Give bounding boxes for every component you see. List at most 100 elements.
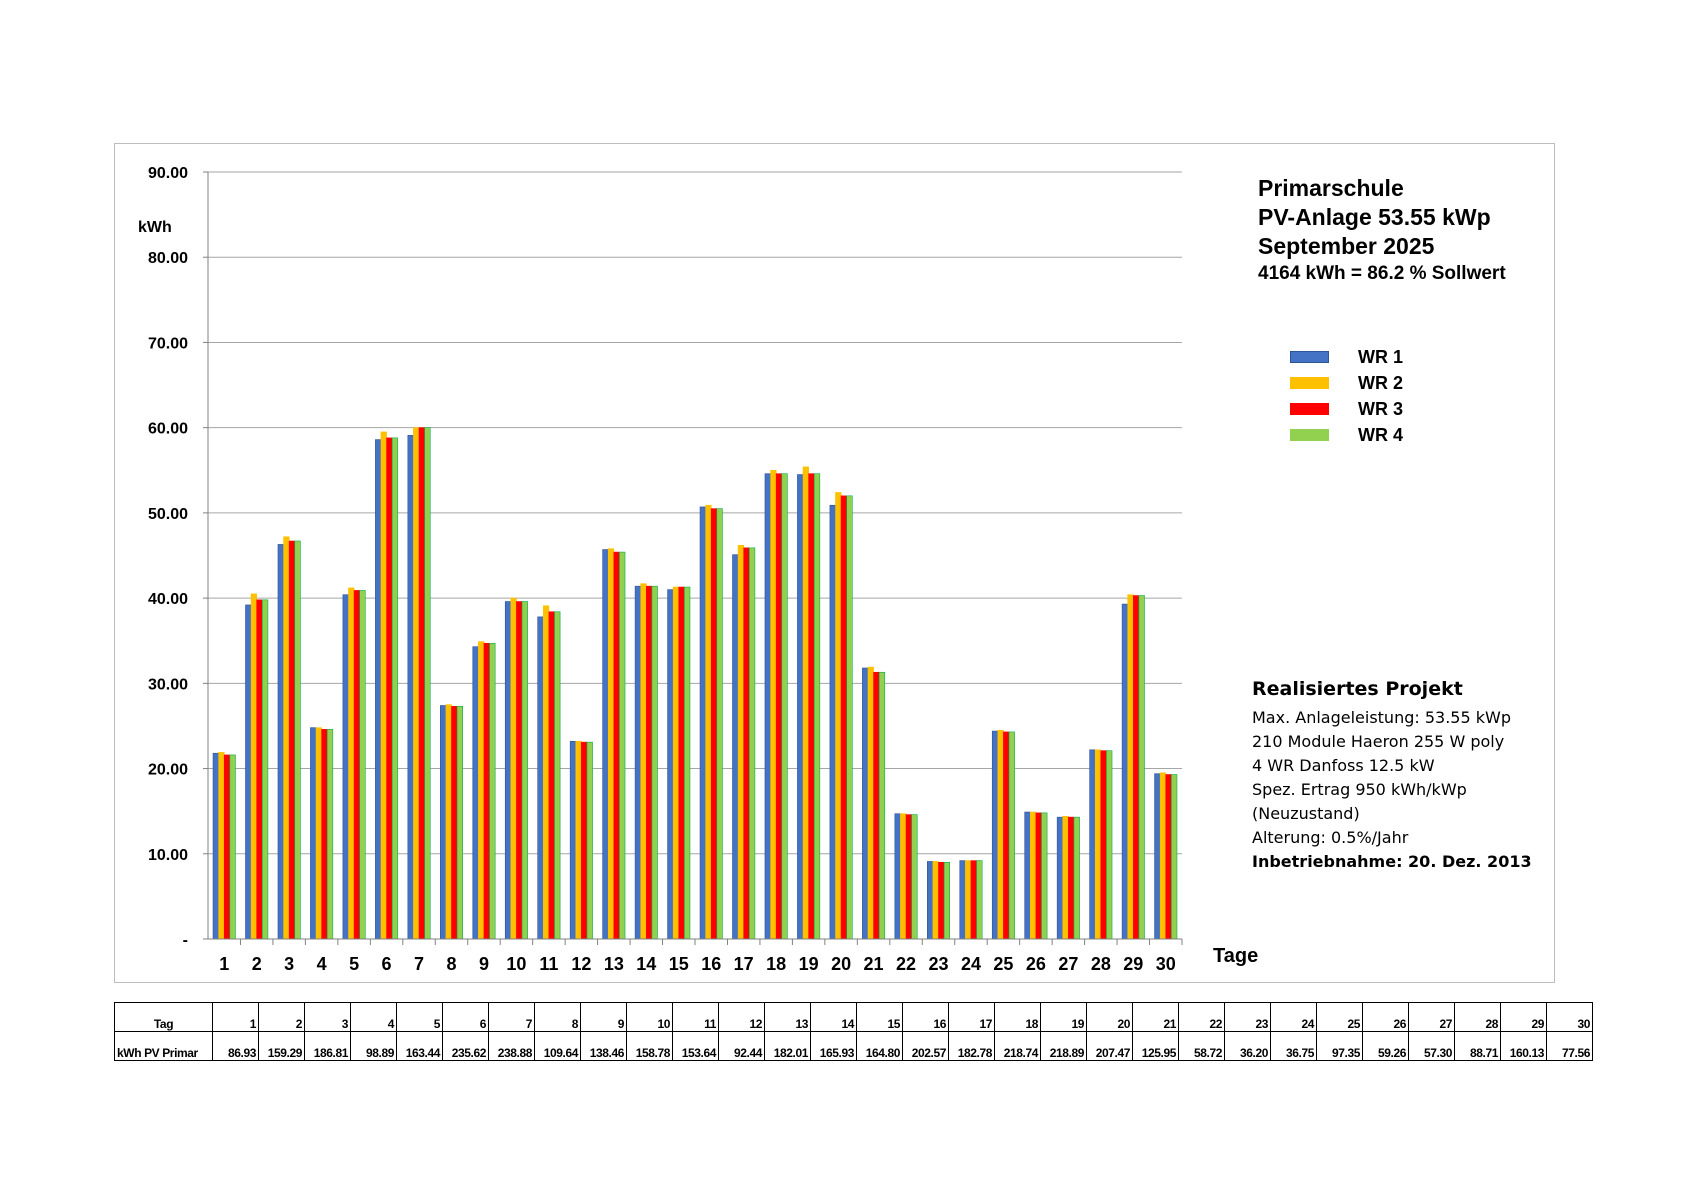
table-value-cell: 97.35 — [1316, 1031, 1363, 1061]
table-day-cell: 4 — [350, 1002, 397, 1032]
chart-title-block: Primarschule PV-Anlage 53.55 kWp Septemb… — [1258, 174, 1506, 287]
bar-wr4-day-18 — [781, 473, 788, 940]
x-tick-label: 28 — [1091, 954, 1111, 974]
x-tick-label: 15 — [669, 954, 689, 974]
x-tick-label: 7 — [414, 954, 424, 974]
table-value-cell: 202.57 — [902, 1031, 949, 1061]
bar-wr3-day-19 — [808, 473, 815, 940]
table-day-cell: 30 — [1546, 1002, 1593, 1032]
bar-wr2-day-20 — [835, 492, 842, 940]
bar-wr2-day-17 — [737, 544, 744, 940]
table-value-cell: 159.29 — [258, 1031, 305, 1061]
x-tick-label: 18 — [766, 954, 786, 974]
bar-wr1-day-5 — [342, 594, 349, 940]
bar-wr4-day-7 — [424, 427, 431, 940]
bar-wr3-day-27 — [1068, 816, 1075, 940]
bar-wr4-day-28 — [1106, 750, 1113, 940]
bar-wr4-day-29 — [1138, 595, 1145, 940]
table-row-days: Tag 1 2 3 4 5 6 7 8 9 10 11 12 13 14 15 16 17 18 19 20 21 22 2… — [114, 1002, 1593, 1032]
bar-wr4-day-13 — [619, 551, 626, 940]
table-day-cell: 19 — [1040, 1002, 1087, 1032]
x-tick-label: 13 — [604, 954, 624, 974]
bar-wr3-day-25 — [1003, 731, 1010, 940]
bar-wr1-day-13 — [602, 549, 609, 940]
bar-wr1-day-26 — [1024, 811, 1031, 940]
y-tick-label: 80.00 — [148, 250, 188, 267]
table-value-cell: 36.75 — [1270, 1031, 1317, 1061]
bar-wr2-day-12 — [575, 740, 582, 940]
x-tick-label: 22 — [896, 954, 916, 974]
bar-wr1-day-24 — [959, 860, 966, 940]
daily-yield-table: Tag 1 2 3 4 5 6 7 8 9 10 11 12 13 14 15 16 17 18 19 20 21 22 2… — [114, 1002, 1593, 1061]
table-day-cell: 20 — [1086, 1002, 1133, 1032]
table-day-cell: 29 — [1500, 1002, 1547, 1032]
project-info-line: 4 WR Danfoss 12.5 kW — [1252, 756, 1435, 775]
table-value-cell: 160.13 — [1500, 1031, 1547, 1061]
legend-swatch-wr1 — [1290, 351, 1329, 363]
bar-wr2-day-5 — [348, 587, 355, 940]
y-tick-label: - — [183, 932, 188, 949]
bar-wr3-day-5 — [353, 590, 361, 940]
bars — [212, 427, 1178, 940]
bar-wr1-day-30 — [1154, 773, 1161, 940]
bar-wr4-day-14 — [651, 585, 658, 940]
bar-wr2-day-11 — [542, 605, 550, 940]
bar-wr2-day-23 — [932, 861, 939, 940]
table-day-cell: 16 — [902, 1002, 949, 1032]
bar-wr3-day-9 — [483, 642, 490, 940]
bar-wr2-day-16 — [705, 504, 712, 940]
x-tick-label: 30 — [1156, 954, 1176, 974]
bar-wr4-day-26 — [1041, 812, 1048, 940]
table-day-cell: 12 — [718, 1002, 765, 1032]
bar-wr3-day-6 — [386, 437, 393, 940]
bar-wr3-day-7 — [418, 427, 425, 940]
bar-wr4-day-5 — [359, 590, 366, 940]
bar-wr1-day-10 — [504, 601, 512, 940]
bar-wr1-day-8 — [439, 705, 447, 940]
y-axis-label: kWh — [138, 219, 172, 236]
table-day-cell: 24 — [1270, 1002, 1317, 1032]
chart-title: Primarschule — [1258, 175, 1404, 201]
bar-wr1-day-7 — [407, 435, 414, 940]
table-value-cell: 57.30 — [1408, 1031, 1455, 1061]
bar-wr2-day-8 — [445, 704, 452, 940]
bar-wr1-day-17 — [732, 554, 739, 940]
bar-wr3-day-14 — [645, 585, 653, 940]
bar-wr3-day-29 — [1132, 595, 1140, 940]
axes: - 10.00 20.00 30.00 40.00 50.00 60.00 70.00 80.0… — [148, 165, 1183, 974]
x-tick-label: 9 — [479, 954, 489, 974]
legend-label-wr3: WR 3 — [1358, 399, 1403, 419]
y-tick-label: 70.00 — [148, 335, 188, 352]
table-day-cell: 23 — [1224, 1002, 1271, 1032]
table-day-cell: 11 — [672, 1002, 719, 1032]
bar-wr2-day-2 — [250, 593, 258, 940]
bar-wr3-day-17 — [743, 547, 750, 940]
bar-wr3-day-15 — [678, 586, 685, 940]
bar-wr4-day-2 — [262, 599, 269, 940]
table-value-cell: 153.64 — [672, 1031, 719, 1061]
bar-wr4-day-25 — [1008, 731, 1015, 940]
bar-wr3-day-8 — [451, 706, 458, 940]
bar-wr3-day-23 — [938, 861, 945, 940]
bar-wr1-day-14 — [634, 585, 641, 940]
bar-wr3-day-1 — [223, 754, 231, 940]
x-tick-label: 11 — [539, 954, 558, 974]
x-tick-label: 26 — [1026, 954, 1046, 974]
x-tick-label: 3 — [284, 954, 294, 974]
table-value-cell: 164.80 — [856, 1031, 903, 1061]
x-tick-label: 19 — [799, 954, 819, 974]
table-day-cell: 8 — [534, 1002, 581, 1032]
table-day-cell: 9 — [580, 1002, 627, 1032]
y-tick-label: 30.00 — [148, 676, 188, 693]
x-tick-label: 23 — [928, 954, 948, 974]
bar-wr2-day-26 — [1029, 811, 1037, 940]
table-day-cell: 22 — [1178, 1002, 1225, 1032]
table-value-cell: 182.01 — [764, 1031, 811, 1061]
bar-wr1-day-20 — [829, 504, 836, 940]
x-tick-label: 14 — [636, 954, 656, 974]
bar-wr1-day-22 — [894, 813, 901, 940]
table-day-cell: 7 — [488, 1002, 535, 1032]
table-value-cell: 182.78 — [948, 1031, 995, 1061]
x-tick-label: 20 — [831, 954, 851, 974]
y-tick-label: 50.00 — [148, 506, 188, 523]
